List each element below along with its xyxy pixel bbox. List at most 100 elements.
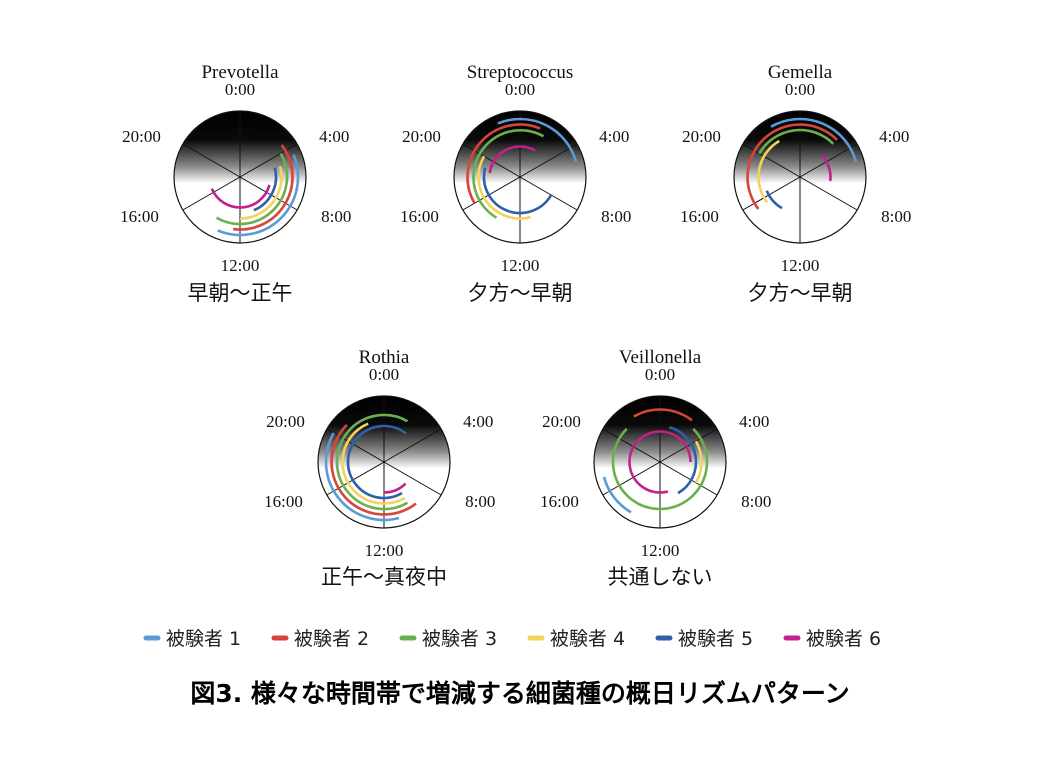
spoke-line [742, 143, 801, 178]
tick-label: 4:00 [599, 127, 629, 146]
tick-label: 20:00 [266, 412, 305, 431]
series-arc-3 [472, 128, 545, 219]
spoke-line [326, 461, 385, 496]
spoke-line [239, 143, 298, 178]
chart-title: Streptococcus [467, 62, 574, 83]
legend-item: 被験者 3 [399, 628, 497, 650]
legend-item: 被験者 6 [783, 628, 881, 650]
series-arc-3 [758, 128, 835, 155]
legend-label: 被験者 2 [294, 628, 369, 650]
series-arc-2 [330, 423, 417, 516]
series-arc-3 [215, 152, 289, 226]
tick-label: 0:00 [785, 80, 815, 99]
tick-label: 0:00 [645, 365, 675, 384]
series-arc-4 [694, 440, 703, 484]
tick-label: 12:00 [501, 256, 540, 275]
legend-item: 被験者 4 [527, 628, 625, 650]
tick-label: 4:00 [879, 127, 909, 146]
spoke-line [462, 143, 521, 178]
chart-caption: 夕方～早朝 [748, 281, 853, 305]
outer-circle [173, 110, 307, 244]
series-arc-1 [324, 432, 400, 522]
series-arc-6 [383, 482, 407, 494]
series-arc-1 [497, 117, 578, 163]
series-arc-3 [335, 413, 409, 511]
spoke-line [182, 143, 241, 178]
tick-label: 4:00 [463, 412, 493, 431]
chart-caption: 早朝～正午 [188, 281, 293, 305]
tick-label: 16:00 [264, 492, 303, 511]
tick-label: 8:00 [321, 207, 351, 226]
spoke-line [602, 461, 661, 496]
chart-title: Prevotella [201, 62, 279, 83]
tick-label: 20:00 [542, 412, 581, 431]
spoke-line [519, 176, 578, 211]
tick-label: 8:00 [881, 207, 911, 226]
tick-label: 0:00 [369, 365, 399, 384]
legend-label: 被験者 4 [550, 628, 625, 650]
series-arc-1 [602, 476, 632, 514]
tick-label: 20:00 [402, 127, 441, 146]
tick-label: 20:00 [122, 127, 161, 146]
series-arc-5 [765, 190, 783, 210]
spoke-line [602, 428, 661, 463]
polar-charts-group: Prevotella0:004:008:0012:0016:0020:00早朝～… [120, 62, 911, 589]
series-arc-5 [482, 167, 553, 215]
legend: 被験者 1 被験者 2 被験者 3 被験者 4 被験者 5 被験者 6 [143, 628, 881, 650]
chart-title: Gemella [768, 62, 833, 83]
outer-circle [317, 395, 451, 529]
tick-label: 16:00 [400, 207, 439, 226]
legend-item: 被験者 5 [655, 628, 753, 650]
legend-label: 被験者 3 [422, 628, 497, 650]
spoke-line [383, 461, 442, 496]
series-arc-4 [239, 165, 283, 220]
spoke-line [239, 176, 298, 211]
outer-circle [593, 395, 727, 529]
series-arc-4 [477, 155, 532, 220]
series-arc-6 [488, 145, 536, 174]
tick-label: 8:00 [741, 492, 771, 511]
tick-label: 8:00 [601, 207, 631, 226]
tick-label: 4:00 [319, 127, 349, 146]
legend-label: 被験者 6 [806, 628, 881, 650]
spoke-line [519, 143, 578, 178]
series-arc-6 [628, 430, 692, 494]
tick-label: 16:00 [120, 207, 159, 226]
chart-caption: 正午～真夜中 [321, 565, 447, 589]
series-arc-2 [466, 123, 541, 204]
tick-label: 20:00 [682, 127, 721, 146]
spoke-line [383, 428, 442, 463]
series-arc-4 [341, 422, 406, 505]
figure-caption: 図3. 様々な時間帯で増減する細菌種の概日リズムパターン [190, 679, 849, 708]
spoke-line [799, 176, 858, 211]
spoke-line [326, 428, 385, 463]
spoke-line [659, 461, 718, 496]
spoke-line [742, 176, 801, 211]
chart-caption: 夕方～早朝 [468, 281, 573, 305]
series-arc-5 [253, 167, 278, 212]
tick-label: 12:00 [781, 256, 820, 275]
legend-label: 被験者 5 [678, 628, 753, 650]
series-arc-2 [232, 144, 294, 231]
tick-label: 16:00 [540, 492, 579, 511]
outer-circle [733, 110, 867, 244]
tick-label: 0:00 [505, 80, 535, 99]
spoke-line [182, 176, 241, 211]
tick-label: 12:00 [221, 256, 260, 275]
series-arc-1 [770, 117, 858, 163]
legend-item: 被験者 1 [143, 628, 241, 650]
tick-label: 0:00 [225, 80, 255, 99]
tick-label: 12:00 [365, 541, 404, 560]
legend-item: 被験者 2 [271, 628, 369, 650]
series-arc-4 [757, 139, 780, 204]
series-arc-1 [217, 154, 300, 237]
series-arc-5 [346, 424, 407, 500]
legend-label: 被験者 1 [166, 628, 241, 650]
chart-caption: 共通しない [608, 565, 713, 589]
outer-circle [453, 110, 587, 244]
